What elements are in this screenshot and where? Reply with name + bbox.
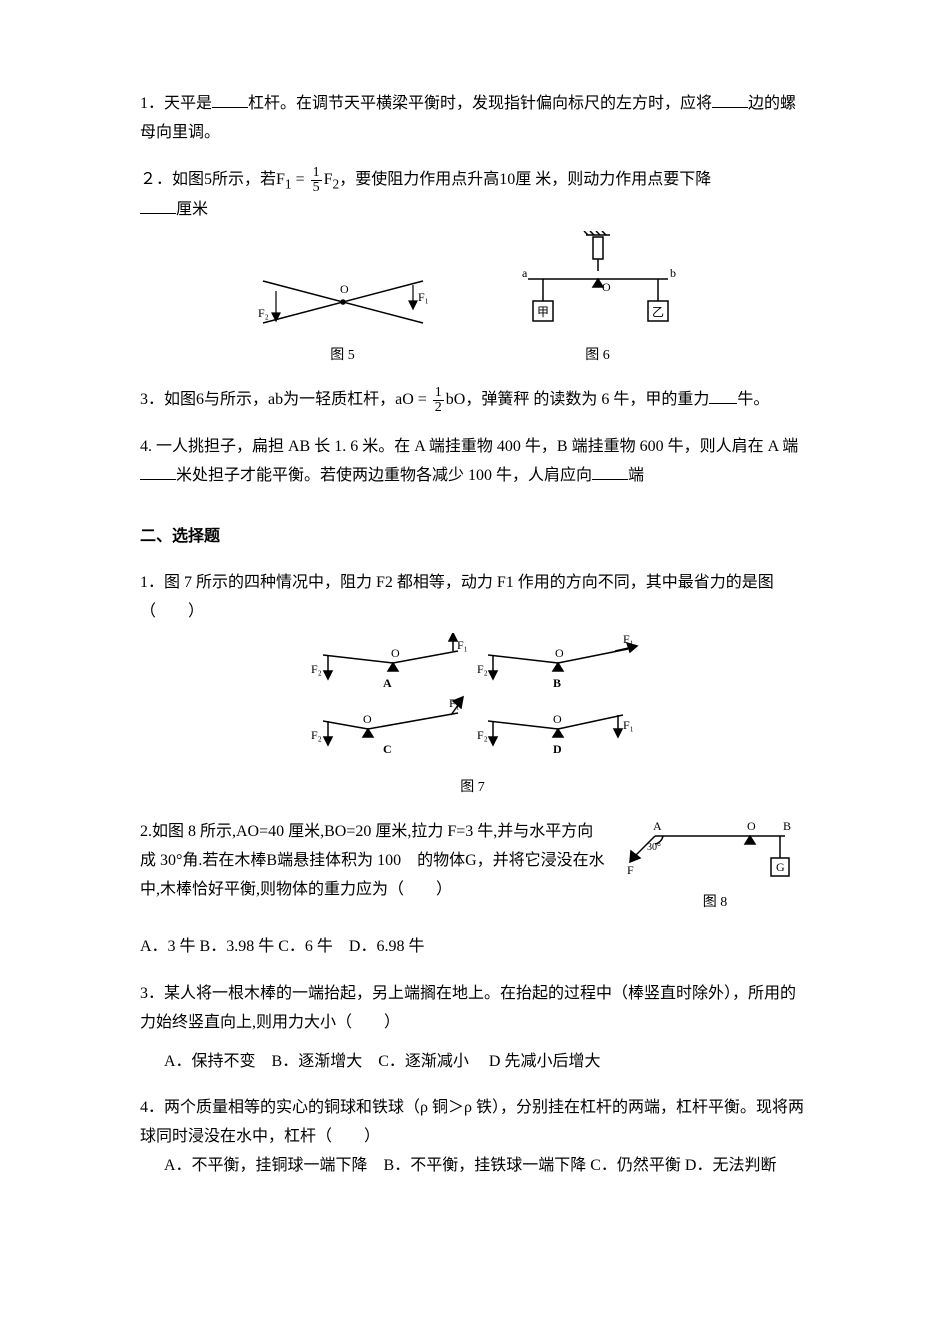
fig7-svg: F₂ O F₁ A F₂ O F₁ B F₂ O F₁ C F₂ O F₁ D bbox=[303, 633, 643, 773]
label: F₁ bbox=[623, 633, 634, 646]
label: O bbox=[553, 712, 562, 726]
q1-4-text-a: 4. 一人挑担子，扁担 AB 长 1. 6 米。在 A 端挂重物 400 牛，B… bbox=[140, 438, 798, 455]
fig8-label: 图 8 bbox=[625, 890, 805, 915]
blank bbox=[709, 388, 737, 404]
blank bbox=[592, 464, 628, 480]
label-F2: F₂ bbox=[258, 306, 269, 320]
q2-4-options: A．不平衡，挂铜球一端下降 B．不平衡，挂铁球一端下降 C．仍然平衡 D．无法判… bbox=[140, 1152, 805, 1181]
q1-1-text-b: 杠杆。在调节天平横梁平衡时，发现指针偏向标尺的左方时，应将 bbox=[248, 95, 712, 112]
blank bbox=[140, 198, 176, 214]
label: F₁ bbox=[449, 696, 460, 710]
figure-8: A O B 30° F G 图 8 bbox=[625, 818, 805, 915]
blank bbox=[212, 92, 248, 108]
label: A bbox=[383, 676, 392, 690]
eq: = bbox=[292, 171, 309, 188]
q1-2-text-c: 厘米 bbox=[176, 201, 208, 218]
figure-6: a b O 甲 乙 图 6 bbox=[498, 231, 698, 368]
q1-2-text-a: ２．如图5所示，若F bbox=[140, 171, 285, 188]
f2: F bbox=[324, 171, 333, 188]
q1-3-text-c: 牛。 bbox=[737, 391, 769, 408]
fig5-svg: O F₁ F₂ bbox=[248, 261, 438, 341]
sub: 1 bbox=[285, 176, 292, 191]
section-2-title: 二、选择题 bbox=[140, 523, 805, 552]
label-F1: F₁ bbox=[418, 290, 429, 304]
fraction: 15 bbox=[311, 166, 322, 195]
q2-4-text: 4．两个质量相等的实心的铜球和铁球（ρ 铜＞ρ 铁），分别挂在杠杆的两端，杠杆平… bbox=[140, 1099, 804, 1145]
q2-2-options: A．3 牛 B．3.98 牛 C．6 牛 D．6.98 牛 bbox=[140, 933, 805, 962]
label: F₁ bbox=[623, 718, 634, 732]
figure-5: O F₁ F₂ 图 5 bbox=[248, 261, 438, 368]
q1-4-text-c: 端 bbox=[628, 467, 644, 484]
frac-den: 5 bbox=[311, 181, 322, 195]
q2-2: 2.如图 8 所示,AO=40 厘米,BO=20 厘米,拉力 F=3 牛,并与水… bbox=[140, 818, 805, 915]
q1-4-text-b: 米处担子才能平衡。若使两边重物各减少 100 牛，人肩应向 bbox=[176, 467, 592, 484]
figure-row-5-6: O F₁ F₂ 图 5 bbox=[140, 231, 805, 368]
fig6-svg: a b O 甲 乙 bbox=[498, 231, 698, 341]
q2-1: 1．图 7 所示的四种情况中，阻力 F2 都相等，动力 F1 作用的方向不同，其… bbox=[140, 569, 805, 800]
label: 30° bbox=[647, 842, 661, 853]
q1-3-text-b: bO，弹簧秤 的读数为 6 牛，甲的重力 bbox=[446, 391, 710, 408]
figure-7-wrap: F₂ O F₁ A F₂ O F₁ B F₂ O F₁ C F₂ O F₁ D bbox=[140, 633, 805, 800]
q2-2-text: 2.如图 8 所示,AO=40 厘米,BO=20 厘米,拉力 F=3 牛,并与水… bbox=[140, 823, 605, 898]
blank bbox=[140, 464, 176, 480]
label: A bbox=[653, 819, 662, 833]
label: F₂ bbox=[311, 662, 322, 676]
label: B bbox=[783, 819, 791, 833]
label: D bbox=[553, 742, 562, 756]
label-O: O bbox=[340, 282, 349, 296]
label: O bbox=[747, 819, 756, 833]
fraction: 12 bbox=[433, 386, 444, 415]
q1-3: 3．如图6与所示，ab为一轻质杠杆，aO = 12bO，弹簧秤 的读数为 6 牛… bbox=[140, 386, 805, 415]
label-yi: 乙 bbox=[652, 305, 664, 319]
q1-1: 1．天平是杠杆。在调节天平横梁平衡时，发现指针偏向标尺的左方时，应将边的螺母向里… bbox=[140, 90, 805, 148]
frac-num: 1 bbox=[311, 166, 322, 181]
label: G bbox=[776, 860, 785, 874]
blank bbox=[712, 92, 748, 108]
label-jia: 甲 bbox=[537, 305, 549, 319]
q1-2-text-b: ，要使阻力作用点升高10厘 米，则动力作用点要下降 bbox=[339, 171, 711, 188]
label: B bbox=[553, 676, 561, 690]
q2-3-options: A．保持不变 B．逐渐增大 C．逐渐减小 D 先减小后增大 bbox=[140, 1048, 805, 1077]
q1-2: ２．如图5所示，若F1 = 15F2，要使阻力作用点升高10厘 米，则动力作用点… bbox=[140, 166, 805, 368]
label: O bbox=[555, 646, 564, 660]
fig6-label: 图 6 bbox=[498, 343, 698, 368]
label: O bbox=[363, 712, 372, 726]
label: O bbox=[391, 646, 400, 660]
q2-3-text: 3．某人将一根木棒的一端抬起，另上端搁在地上。在抬起的过程中（棒竖直时除外），所… bbox=[140, 985, 796, 1031]
frac-num: 1 bbox=[433, 386, 444, 401]
q1-3-text-a: 3．如图6与所示，ab为一轻质杠杆，aO = bbox=[140, 391, 431, 408]
label-a: a bbox=[522, 266, 528, 280]
label: F₂ bbox=[477, 662, 488, 676]
q2-2-textcol: 2.如图 8 所示,AO=40 厘米,BO=20 厘米,拉力 F=3 牛,并与水… bbox=[140, 818, 607, 904]
figure-7: F₂ O F₁ A F₂ O F₁ B F₂ O F₁ C F₂ O F₁ D bbox=[303, 633, 643, 800]
label-O: O bbox=[602, 280, 611, 294]
fig7-label: 图 7 bbox=[303, 775, 643, 800]
fig8-svg: A O B 30° F G bbox=[625, 818, 805, 888]
q2-1-text: 1．图 7 所示的四种情况中，阻力 F2 都相等，动力 F1 作用的方向不同，其… bbox=[140, 574, 774, 620]
q2-3: 3．某人将一根木棒的一端抬起，另上端搁在地上。在抬起的过程中（棒竖直时除外），所… bbox=[140, 980, 805, 1076]
label: C bbox=[383, 742, 392, 756]
label: F₁ bbox=[457, 638, 468, 652]
label: F bbox=[627, 863, 634, 877]
label-b: b bbox=[670, 266, 676, 280]
label: F₂ bbox=[311, 728, 322, 742]
label: F₂ bbox=[477, 728, 488, 742]
q1-1-text-a: 1．天平是 bbox=[140, 95, 212, 112]
q1-4: 4. 一人挑担子，扁担 AB 长 1. 6 米。在 A 端挂重物 400 牛，B… bbox=[140, 433, 805, 491]
q2-4: 4．两个质量相等的实心的铜球和铁球（ρ 铜＞ρ 铁），分别挂在杠杆的两端，杠杆平… bbox=[140, 1094, 805, 1180]
fig5-label: 图 5 bbox=[248, 343, 438, 368]
frac-den: 2 bbox=[433, 401, 444, 415]
